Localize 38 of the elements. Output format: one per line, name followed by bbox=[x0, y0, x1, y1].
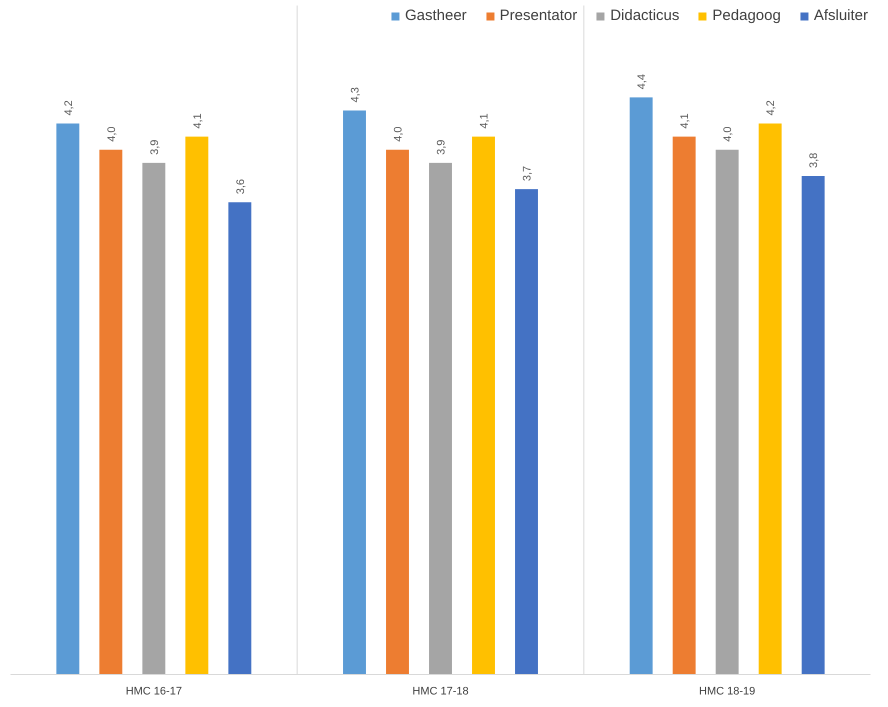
bar bbox=[185, 136, 208, 674]
data-label: 4,4 bbox=[636, 74, 648, 90]
data-label: 3,9 bbox=[436, 140, 448, 155]
legend-label: Pedagoog bbox=[712, 7, 781, 24]
bar bbox=[716, 150, 739, 674]
legend-label: Presentator bbox=[500, 7, 578, 24]
bar bbox=[429, 162, 452, 674]
data-label: 4,1 bbox=[679, 113, 692, 129]
legend-label: Gastheer bbox=[404, 7, 467, 24]
bar bbox=[630, 97, 653, 674]
bar bbox=[343, 110, 366, 674]
data-label: 3,7 bbox=[522, 166, 534, 182]
legend-label: Afsluiter bbox=[814, 7, 868, 24]
data-label: 3,9 bbox=[148, 140, 161, 155]
x-tick-label: HMC 16-17 bbox=[126, 686, 182, 698]
data-label: 4,2 bbox=[62, 100, 75, 116]
bar bbox=[472, 136, 495, 674]
bar bbox=[99, 150, 122, 674]
bar bbox=[515, 189, 538, 674]
bar bbox=[386, 150, 409, 674]
data-label: 3,8 bbox=[808, 152, 820, 168]
bar bbox=[802, 176, 825, 674]
data-label: 4,3 bbox=[350, 87, 362, 102]
data-label: 4,0 bbox=[722, 126, 734, 142]
data-label: 4,2 bbox=[765, 100, 778, 116]
data-label: 4,0 bbox=[392, 126, 404, 142]
data-label: 4,1 bbox=[478, 113, 490, 129]
x-tick-label: HMC 17-18 bbox=[412, 686, 469, 698]
data-label: 4,0 bbox=[106, 126, 118, 142]
data-label: 3,6 bbox=[234, 178, 247, 194]
bar bbox=[228, 202, 252, 674]
bar bbox=[672, 136, 696, 674]
bar bbox=[758, 124, 782, 674]
legend-label: Didacticus bbox=[610, 7, 680, 24]
bar bbox=[56, 124, 80, 674]
data-label: 4,1 bbox=[192, 113, 204, 129]
bar bbox=[142, 162, 166, 674]
x-tick-label: HMC 18-19 bbox=[699, 686, 756, 698]
